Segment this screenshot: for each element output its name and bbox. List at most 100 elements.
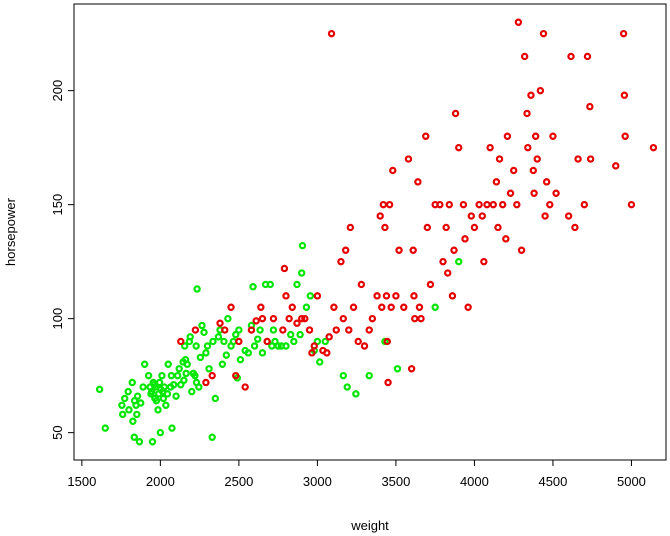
data-point <box>183 360 191 368</box>
x-axis-label: weight <box>350 518 389 533</box>
data-point <box>288 303 296 311</box>
data-point <box>546 200 554 209</box>
data-point <box>341 246 350 254</box>
data-point <box>202 349 210 357</box>
data-point <box>130 433 138 441</box>
data-point <box>198 321 206 330</box>
data-point <box>241 383 249 391</box>
data-point <box>202 378 210 387</box>
data-point <box>177 381 185 389</box>
data-point <box>175 365 183 373</box>
x-tick-label: 4500 <box>538 474 567 489</box>
data-point <box>337 257 345 266</box>
data-point <box>376 212 384 220</box>
data-point <box>564 212 573 220</box>
data-point <box>343 383 351 391</box>
data-point <box>352 390 360 398</box>
data-point <box>513 200 521 209</box>
data-point <box>327 29 336 38</box>
data-point <box>316 358 324 366</box>
data-point <box>162 401 170 409</box>
data-point <box>541 212 549 220</box>
data-point <box>282 292 290 300</box>
data-point <box>536 86 545 95</box>
data-point <box>211 394 220 403</box>
data-point <box>330 303 338 311</box>
data-point <box>196 353 205 362</box>
y-tick-label: 150 <box>50 194 65 216</box>
data-point <box>285 314 293 323</box>
x-tick-label: 3500 <box>381 474 410 489</box>
data-point <box>464 303 472 311</box>
data-point <box>287 330 295 339</box>
data-point <box>346 223 355 232</box>
data-point <box>523 109 531 118</box>
data-point <box>533 155 541 163</box>
data-point <box>448 292 457 300</box>
data-point <box>293 319 301 327</box>
data-point <box>445 200 453 209</box>
data-point <box>392 292 400 300</box>
data-point <box>517 246 526 254</box>
data-point <box>520 52 529 61</box>
data-point <box>148 387 156 396</box>
data-point <box>486 143 494 152</box>
data-point <box>580 200 589 209</box>
data-point <box>489 200 497 209</box>
data-point <box>125 406 133 414</box>
data-point <box>349 303 358 311</box>
data-point <box>209 337 217 346</box>
data-point <box>256 326 264 334</box>
data-point <box>339 371 348 380</box>
data-point <box>218 360 227 368</box>
data-point <box>313 292 322 300</box>
data-point <box>306 292 315 300</box>
data-point <box>393 365 402 373</box>
data-point <box>586 155 595 163</box>
data-point <box>172 392 180 400</box>
data-point <box>308 349 316 357</box>
data-point <box>159 394 168 403</box>
data-point <box>357 280 366 289</box>
data-point <box>414 178 422 186</box>
data-point <box>354 337 362 346</box>
data-point <box>139 383 147 391</box>
data-point <box>467 212 475 220</box>
data-point <box>227 303 235 311</box>
data-point <box>451 109 460 118</box>
data-point <box>407 365 416 373</box>
data-point <box>524 143 532 152</box>
data-point <box>235 337 243 346</box>
data-point <box>244 349 253 357</box>
data-point <box>247 326 256 334</box>
data-point <box>384 378 392 387</box>
data-point <box>323 349 331 357</box>
data-points <box>95 18 658 446</box>
data-point <box>339 314 348 323</box>
y-tick-label: 100 <box>50 308 65 330</box>
data-point <box>480 257 488 266</box>
data-point <box>186 333 194 341</box>
data-point <box>461 235 469 243</box>
data-point <box>180 376 188 384</box>
axes: 1500 2000 2500 3000 3500 4000 4500 5000 50 100 150… <box>50 80 646 489</box>
data-point <box>163 390 172 398</box>
data-point <box>455 257 463 266</box>
data-point <box>118 401 126 409</box>
data-point <box>620 91 629 99</box>
data-point <box>133 392 142 400</box>
x-tick-label: 1500 <box>67 474 96 489</box>
data-point <box>168 424 176 432</box>
data-point <box>527 91 535 99</box>
data-point <box>252 317 260 325</box>
data-point <box>542 178 551 186</box>
data-point <box>195 383 203 391</box>
data-point <box>567 52 575 61</box>
data-point <box>181 342 189 350</box>
data-point <box>156 428 165 437</box>
data-point <box>124 387 132 396</box>
data-point <box>442 223 450 232</box>
data-point <box>389 166 397 175</box>
data-point <box>387 303 395 311</box>
